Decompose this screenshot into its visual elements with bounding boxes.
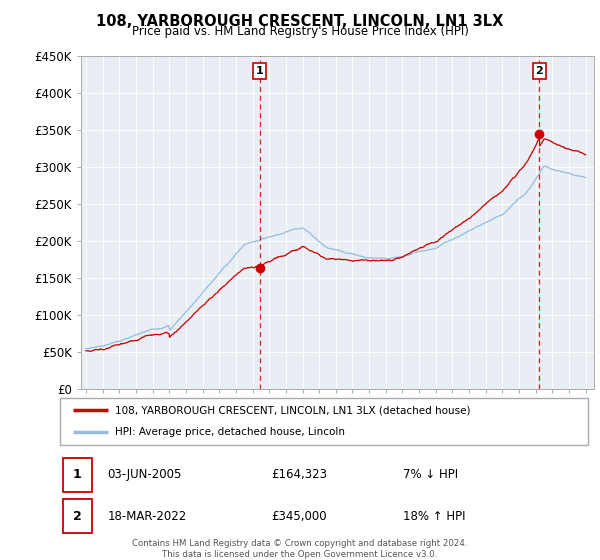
FancyBboxPatch shape	[62, 499, 92, 533]
Text: 7% ↓ HPI: 7% ↓ HPI	[403, 469, 458, 482]
Text: Contains HM Land Registry data © Crown copyright and database right 2024.
This d: Contains HM Land Registry data © Crown c…	[132, 539, 468, 559]
FancyBboxPatch shape	[62, 458, 92, 492]
Text: 1: 1	[256, 66, 263, 76]
Text: 108, YARBOROUGH CRESCENT, LINCOLN, LN1 3LX (detached house): 108, YARBOROUGH CRESCENT, LINCOLN, LN1 3…	[115, 405, 471, 416]
Text: 2: 2	[73, 510, 82, 522]
Text: 18% ↑ HPI: 18% ↑ HPI	[403, 510, 466, 522]
Text: 2: 2	[535, 66, 543, 76]
FancyBboxPatch shape	[60, 398, 588, 445]
Text: Price paid vs. HM Land Registry's House Price Index (HPI): Price paid vs. HM Land Registry's House …	[131, 25, 469, 38]
Text: 1: 1	[73, 469, 82, 482]
Text: 03-JUN-2005: 03-JUN-2005	[107, 469, 182, 482]
Text: 108, YARBOROUGH CRESCENT, LINCOLN, LN1 3LX: 108, YARBOROUGH CRESCENT, LINCOLN, LN1 3…	[97, 14, 503, 29]
Text: 18-MAR-2022: 18-MAR-2022	[107, 510, 187, 522]
Text: £345,000: £345,000	[271, 510, 327, 522]
Text: HPI: Average price, detached house, Lincoln: HPI: Average price, detached house, Linc…	[115, 427, 346, 437]
Text: £164,323: £164,323	[271, 469, 327, 482]
